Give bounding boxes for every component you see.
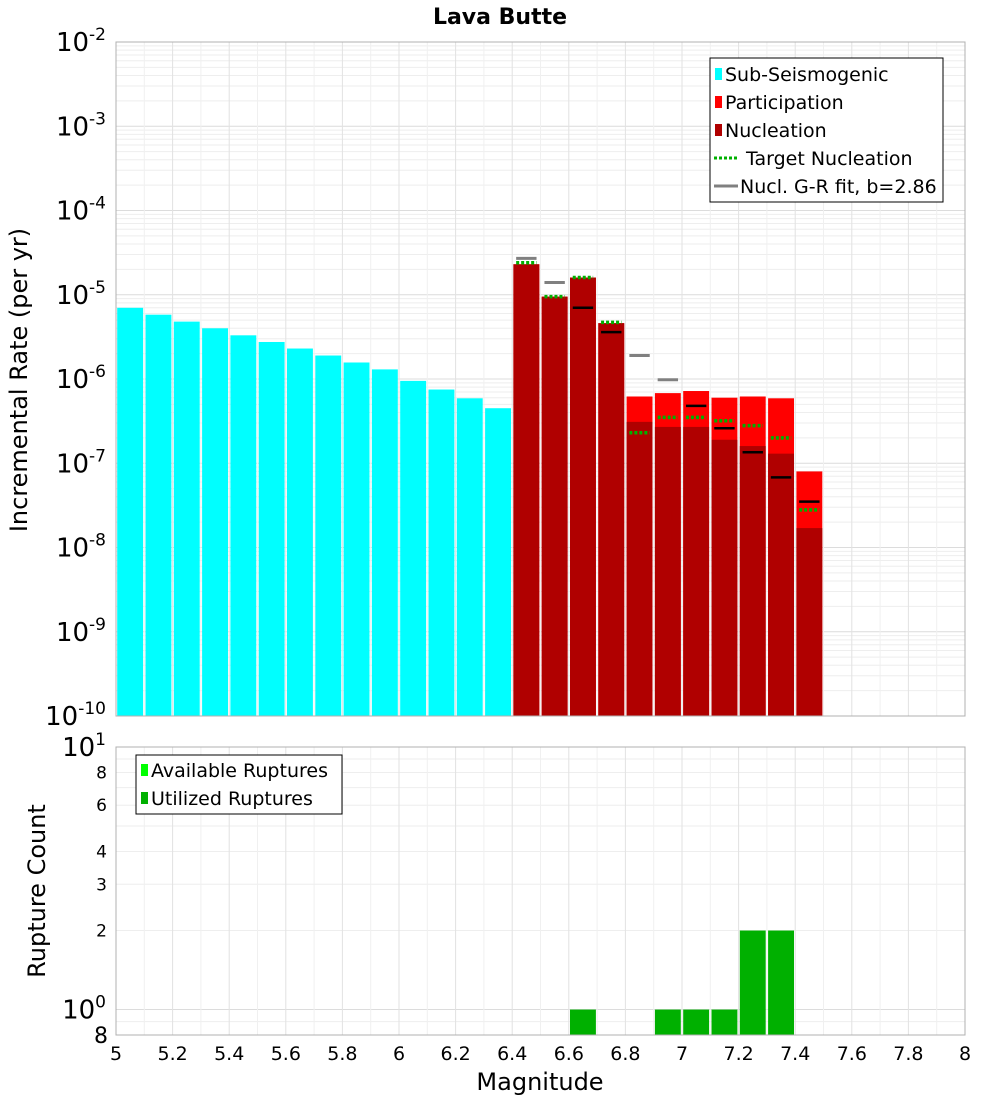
x-tick-label: 7.8 — [893, 1043, 923, 1065]
nucleation-bar — [626, 421, 653, 716]
legend-swatch — [141, 764, 148, 776]
nucleation-bar — [796, 528, 823, 716]
chart-title: Lava Butte — [433, 5, 567, 30]
subseismogenic-bar — [485, 408, 511, 716]
nucleation-bar — [541, 296, 568, 716]
nucleation-bar — [768, 453, 794, 716]
x-tick-label: 6.4 — [497, 1043, 527, 1065]
x-tick-label: 7.2 — [723, 1043, 753, 1065]
x-tick-label: 5.6 — [271, 1043, 301, 1065]
nucleation-bar — [683, 426, 710, 716]
subseismogenic-bar — [145, 314, 172, 716]
top-plot: 10-2 10-3 10-4 10-5 10-6 10-7 10-8 10-9 10-10 Sub… — [45, 25, 966, 732]
y-tick-label: 10-4 — [56, 194, 106, 227]
legend-label: Participation — [725, 92, 844, 114]
legend-label: Available Ruptures — [151, 760, 328, 782]
utilized-ruptures-bar — [654, 1009, 681, 1035]
x-tick-label: 7 — [676, 1043, 688, 1065]
y-tick-label: 10-8 — [56, 531, 106, 564]
y-tick-label: 10-6 — [56, 362, 106, 395]
x-tick-label: 5.2 — [157, 1043, 187, 1065]
bottom-legend: Available Ruptures Utilized Ruptures — [135, 754, 343, 815]
subseismogenic-bar — [117, 307, 144, 716]
y-tick-label: 10-7 — [56, 446, 106, 479]
legend-box — [709, 57, 944, 203]
legend-swatch — [715, 124, 722, 136]
x-tick-label: 5 — [110, 1043, 122, 1065]
legend-label: Nucleation — [725, 120, 827, 142]
nucleation-bar — [739, 446, 766, 716]
x-tick-label: 8 — [959, 1043, 971, 1065]
y-tick-label: 10-3 — [56, 109, 106, 142]
y-minor-tick-label: 4 — [96, 842, 107, 862]
y-tick-label: 100 — [62, 993, 106, 1026]
legend-label: Nucl. G-R fit, b=2.86 — [740, 176, 937, 198]
subseismogenic-bar — [456, 398, 483, 716]
nucleation-bar — [570, 277, 596, 716]
y-minor-tick-label: 3 — [96, 875, 107, 895]
x-tick-label: 6.2 — [440, 1043, 470, 1065]
subseismogenic-bar — [287, 348, 313, 716]
top-y-axis-label: Incremental Rate (per yr) — [5, 228, 33, 532]
y-minor-tick-label: 8 — [96, 763, 107, 783]
bottom-plot-frame — [115, 746, 966, 1036]
subseismogenic-bar — [315, 355, 342, 716]
subseismogenic-bar — [371, 369, 398, 716]
subseismogenic-bar — [173, 321, 200, 716]
x-tick-label: 7.4 — [780, 1043, 810, 1065]
nucleation-bar — [711, 439, 738, 716]
x-tick-label: 6.6 — [554, 1043, 584, 1065]
nucleation-bar — [654, 426, 681, 716]
nucleation-bar — [513, 264, 540, 716]
y-tick-label: 10-2 — [56, 25, 106, 58]
subseismogenic-bar — [230, 335, 257, 716]
legend-box — [135, 754, 343, 815]
utilized-ruptures-bar — [768, 930, 794, 1035]
y-tick-label: 10-5 — [56, 278, 106, 311]
subseismogenic-bar — [202, 328, 228, 716]
subseismogenic-bar — [343, 362, 370, 716]
top-plot-frame — [115, 41, 966, 717]
x-tick-label: 7.6 — [837, 1043, 867, 1065]
x-tick-label: 6.8 — [610, 1043, 640, 1065]
legend-swatch — [141, 792, 148, 804]
bottom-y-axis-label: Rupture Count — [23, 804, 51, 978]
subseismogenic-bar — [428, 389, 455, 716]
y-minor-tick-label: 8 — [94, 1024, 108, 1049]
legend-label: Utilized Ruptures — [151, 788, 313, 810]
legend-label: Sub-Seismogenic — [725, 64, 889, 86]
utilized-ruptures-bar — [739, 930, 766, 1035]
top-legend: Sub-Seismogenic Participation Nucleation Ta… — [709, 57, 944, 203]
y-minor-tick-label: 2 — [96, 922, 107, 942]
legend-swatch — [715, 68, 722, 80]
x-tick-label: 5.4 — [214, 1043, 244, 1065]
utilized-ruptures-bar — [683, 1009, 710, 1035]
utilized-ruptures-bar — [711, 1009, 738, 1035]
x-axis-label: Magnitude — [476, 1068, 603, 1096]
y-tick-label: 10-10 — [45, 699, 106, 732]
y-minor-tick-label: 6 — [96, 796, 107, 816]
subseismogenic-bar — [258, 341, 285, 716]
subseismogenic-bar — [400, 380, 427, 716]
x-tick-label: 5.8 — [327, 1043, 357, 1065]
utilized-ruptures-bar — [570, 1009, 596, 1035]
legend-label: Target Nucleation — [745, 148, 913, 170]
y-tick-label: 101 — [62, 730, 106, 763]
x-tick-label: 6 — [393, 1043, 405, 1065]
nucleation-bar — [598, 323, 625, 716]
legend-swatch — [715, 96, 722, 108]
y-tick-label: 10-9 — [56, 615, 106, 648]
